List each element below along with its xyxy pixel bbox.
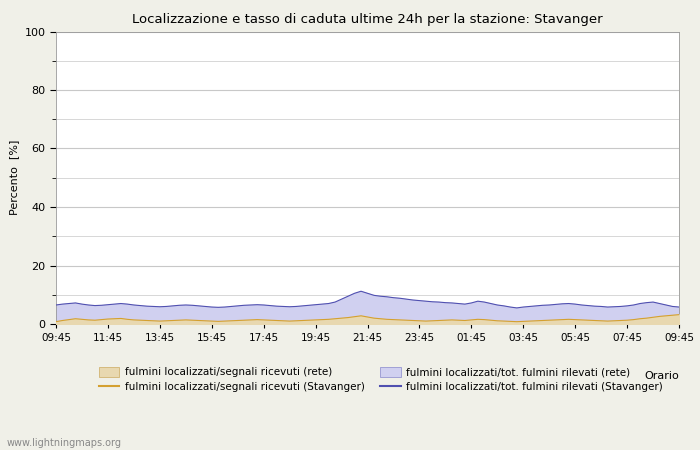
Text: www.lightningmaps.org: www.lightningmaps.org <box>7 438 122 448</box>
Legend: fulmini localizzati/segnali ricevuti (rete), fulmini localizzati/segnali ricevut: fulmini localizzati/segnali ricevuti (re… <box>99 367 663 392</box>
Y-axis label: Percento  [%]: Percento [%] <box>9 140 19 216</box>
Text: Orario: Orario <box>644 371 679 381</box>
Title: Localizzazione e tasso di caduta ultime 24h per la stazione: Stavanger: Localizzazione e tasso di caduta ultime … <box>132 13 603 26</box>
